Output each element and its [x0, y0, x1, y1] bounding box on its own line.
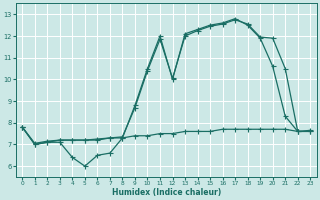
X-axis label: Humidex (Indice chaleur): Humidex (Indice chaleur) — [112, 188, 221, 197]
